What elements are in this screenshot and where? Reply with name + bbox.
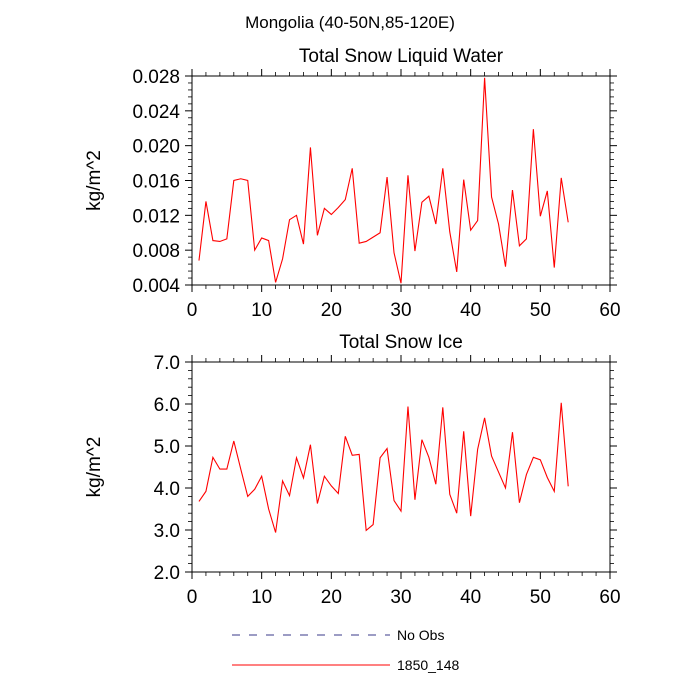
x-tick-label: 50 bbox=[530, 587, 551, 608]
x-tick-label: 0 bbox=[187, 587, 198, 608]
x-tick-label: 40 bbox=[460, 300, 481, 321]
y-tick-label: 0.012 bbox=[132, 206, 180, 227]
chart-panels: Total Snow Liquid Water kg/m^2 0.004 0.008 0… bbox=[84, 46, 621, 608]
chart-panel-2: Total Snow Ice kg/m^2 2.0 3.0 4.0 5.0 6.0 7.0 0 1… bbox=[84, 332, 621, 608]
y-tick-label: 3.0 bbox=[154, 521, 180, 542]
y-tick-label: 0.020 bbox=[132, 137, 180, 158]
chart-title: Total Snow Ice bbox=[339, 332, 463, 353]
x-tick-label: 20 bbox=[321, 587, 342, 608]
chart-panel-1: Total Snow Liquid Water kg/m^2 0.004 0.008 0… bbox=[84, 46, 621, 321]
y-axis-title: kg/m^2 bbox=[84, 150, 105, 211]
figure-title: Mongolia (40-50N,85-120E) bbox=[245, 13, 455, 32]
x-tick-label: 60 bbox=[599, 587, 620, 608]
x-tick-label: 30 bbox=[390, 300, 411, 321]
y-tick-label: 7.0 bbox=[154, 353, 180, 374]
chart-title: Total Snow Liquid Water bbox=[299, 46, 504, 67]
y-tick-label: 5.0 bbox=[154, 437, 180, 458]
x-tick-label: 50 bbox=[530, 300, 551, 321]
plot-frame bbox=[191, 75, 611, 286]
series-line-1850_148 bbox=[198, 77, 569, 284]
y-tick-label: 0.024 bbox=[132, 102, 180, 123]
x-tick-label: 0 bbox=[187, 300, 198, 321]
legend-label: No Obs bbox=[397, 627, 444, 643]
x-tick-label: 20 bbox=[321, 300, 342, 321]
y-tick-label: 2.0 bbox=[154, 563, 180, 584]
legend: No Obs 1850_148 bbox=[232, 627, 460, 673]
y-tick-label: 0.028 bbox=[132, 67, 180, 88]
y-tick-label: 0.004 bbox=[132, 276, 180, 297]
series-line-1850_148 bbox=[198, 402, 569, 533]
x-tick-label: 10 bbox=[251, 300, 272, 321]
x-tick-label: 40 bbox=[460, 587, 481, 608]
x-tick-label: 10 bbox=[251, 587, 272, 608]
y-tick-label: 4.0 bbox=[154, 479, 180, 500]
y-tick-label: 0.016 bbox=[132, 172, 180, 193]
y-tick-label: 0.008 bbox=[132, 241, 180, 262]
y-axis-title: kg/m^2 bbox=[84, 437, 105, 498]
x-tick-label: 30 bbox=[390, 587, 411, 608]
x-tick-label: 60 bbox=[599, 300, 620, 321]
legend-label: 1850_148 bbox=[397, 657, 460, 673]
plot-frame bbox=[191, 361, 611, 573]
y-tick-label: 6.0 bbox=[154, 395, 180, 416]
